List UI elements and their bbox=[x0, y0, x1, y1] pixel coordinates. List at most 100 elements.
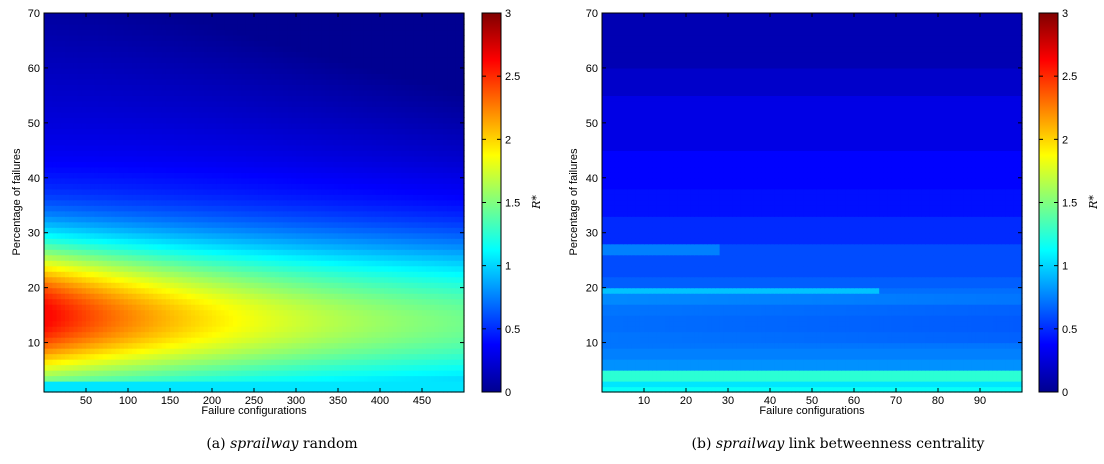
heat-cell bbox=[321, 238, 326, 245]
heat-cell bbox=[434, 161, 440, 168]
heat-cell bbox=[77, 337, 83, 344]
heat-cell bbox=[396, 293, 402, 300]
heat-cell bbox=[333, 199, 339, 206]
heat-cell bbox=[422, 199, 427, 206]
heat-cell bbox=[157, 381, 163, 388]
heat-cell bbox=[434, 227, 440, 234]
heat-cell bbox=[312, 155, 318, 162]
heat-cell bbox=[115, 265, 121, 272]
heat-cell bbox=[191, 315, 196, 322]
heat-cell bbox=[182, 172, 188, 179]
heat-cell bbox=[300, 375, 305, 382]
heat-cell bbox=[144, 276, 150, 283]
heat-cell bbox=[111, 216, 116, 223]
heat-cell bbox=[136, 155, 142, 162]
heat-cell bbox=[119, 386, 125, 393]
heat-cell bbox=[266, 331, 272, 338]
heat-cell bbox=[329, 199, 335, 206]
heat-cell bbox=[182, 271, 188, 278]
heat-cell bbox=[98, 271, 104, 278]
heat-cell bbox=[212, 293, 217, 300]
heat-cell bbox=[384, 117, 389, 124]
heat-cell bbox=[371, 370, 377, 377]
heat-cell bbox=[325, 260, 331, 267]
heat-cell bbox=[413, 205, 419, 212]
heat-cell bbox=[48, 183, 53, 190]
heat-cell bbox=[426, 326, 431, 333]
heat-cell bbox=[447, 265, 452, 272]
heat-cell bbox=[119, 199, 125, 206]
heat-cell bbox=[359, 304, 364, 311]
heat-cell bbox=[422, 122, 427, 129]
heat-cell bbox=[455, 172, 461, 179]
heat-cell bbox=[459, 304, 465, 311]
heat-cell bbox=[195, 249, 200, 256]
heat-cell bbox=[300, 227, 305, 234]
heat-cell bbox=[317, 331, 322, 338]
heat-cell bbox=[413, 320, 419, 327]
heat-cell bbox=[195, 117, 200, 124]
heat-cell bbox=[447, 386, 452, 393]
heat-cell bbox=[178, 210, 184, 217]
heat-cell bbox=[388, 276, 394, 283]
heat-cell bbox=[241, 331, 247, 338]
heat-cell bbox=[304, 227, 310, 234]
heat-cell bbox=[165, 232, 171, 239]
heat-cell bbox=[249, 260, 255, 267]
heat-cell bbox=[279, 271, 284, 278]
heat-cell bbox=[254, 177, 259, 184]
heat-cell bbox=[417, 205, 423, 212]
heat-cell bbox=[287, 117, 293, 124]
heat-cell bbox=[81, 293, 87, 300]
heat-cell bbox=[249, 320, 255, 327]
heat-cell bbox=[422, 177, 427, 184]
heat-cell bbox=[144, 348, 150, 355]
heat-cell bbox=[296, 381, 301, 388]
heat-cell bbox=[459, 254, 465, 261]
heat-cell bbox=[308, 188, 314, 195]
heat-cell bbox=[296, 320, 301, 327]
heat-cell bbox=[417, 238, 423, 245]
heat-cell bbox=[203, 359, 209, 366]
heat-cell bbox=[359, 271, 364, 278]
heat-cell bbox=[338, 381, 343, 388]
heat-cell bbox=[371, 227, 377, 234]
heat-cell bbox=[44, 381, 49, 388]
heat-cell bbox=[77, 315, 83, 322]
heat-cell bbox=[333, 150, 339, 157]
heat-cell bbox=[98, 375, 104, 382]
heat-cell bbox=[203, 177, 209, 184]
heat-cell bbox=[359, 210, 364, 217]
heat-cell bbox=[157, 276, 163, 283]
heat-cell bbox=[140, 287, 146, 294]
heat-cell bbox=[199, 133, 205, 140]
heat-cell bbox=[44, 199, 49, 206]
heat-cell bbox=[56, 139, 62, 146]
heat-cell bbox=[459, 216, 465, 223]
heat-cell bbox=[312, 353, 318, 360]
heat-cell bbox=[317, 166, 322, 173]
heat-cell bbox=[98, 117, 104, 124]
heat-cell bbox=[363, 254, 368, 261]
heat-cell bbox=[321, 194, 326, 201]
heat-cell bbox=[270, 166, 276, 173]
heat-cell bbox=[401, 144, 406, 151]
heat-cell bbox=[367, 271, 373, 278]
heat-cell bbox=[216, 183, 221, 190]
heat-cell bbox=[119, 370, 125, 377]
heat-cell bbox=[228, 287, 234, 294]
heat-cell bbox=[212, 155, 217, 162]
heat-cell bbox=[123, 353, 129, 360]
heat-cell bbox=[333, 133, 339, 140]
heat-cell bbox=[283, 161, 289, 168]
heat-cell bbox=[228, 271, 234, 278]
heat-cell bbox=[178, 331, 184, 338]
heat-cell bbox=[308, 375, 314, 382]
heat-cell bbox=[258, 133, 263, 140]
heat-cell bbox=[375, 348, 381, 355]
heat-cell bbox=[304, 210, 310, 217]
heat-cell bbox=[216, 166, 221, 173]
heat-cell bbox=[296, 177, 301, 184]
heat-cell bbox=[367, 293, 373, 300]
heat-cell bbox=[153, 210, 158, 217]
